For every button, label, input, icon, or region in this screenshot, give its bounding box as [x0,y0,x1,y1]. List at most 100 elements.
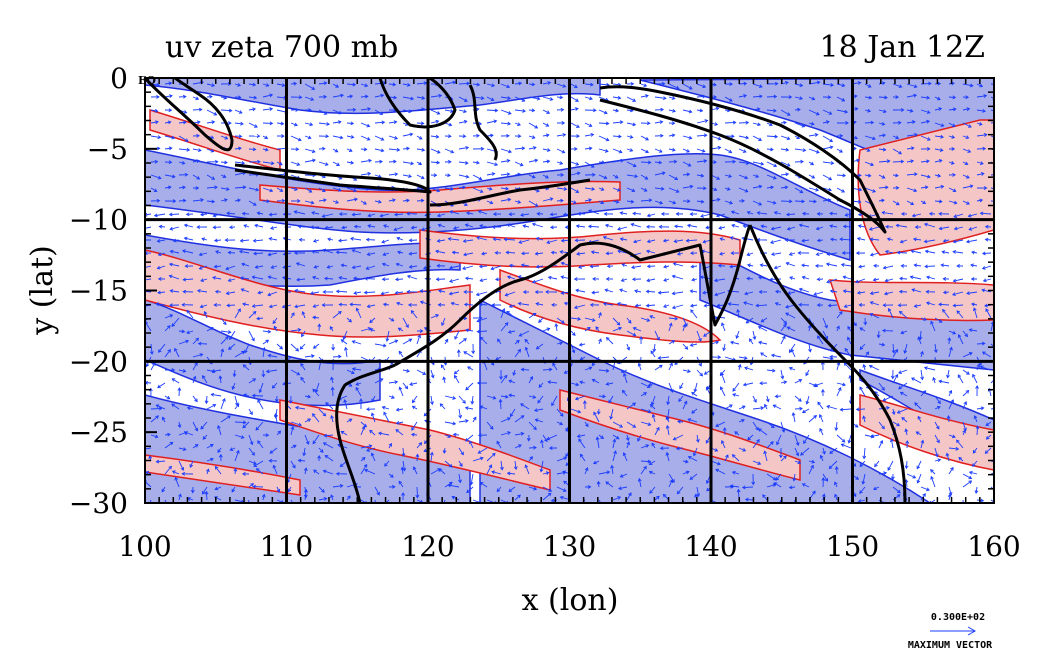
wind-vector [962,184,974,189]
wind-vector [598,200,605,204]
wind-vector [248,200,257,206]
wind-vector [962,200,970,205]
wind-vector [248,82,257,87]
wind-vector [458,134,467,139]
wind-vector [411,405,418,410]
wind-vector [612,95,622,100]
wind-vector [626,317,632,324]
wind-vector [374,199,382,204]
wind-vector [822,187,832,192]
wind-vector [808,121,815,126]
wind-vector [318,109,328,115]
wind-vector [595,326,600,332]
wind-vector [318,408,327,417]
wind-vector [962,174,970,179]
wind-vector [335,250,348,255]
wind-vector [435,249,446,254]
wind-vector [145,447,152,451]
wind-vector [213,264,222,269]
wind-vector [382,302,390,307]
wind-vector [640,465,647,475]
wind-vector [360,463,368,475]
wind-vector [905,440,910,449]
wind-vector [682,459,689,464]
wind-vector [668,316,679,321]
wind-vector [507,330,516,334]
wind-vector [238,249,250,254]
wind-vector [920,119,931,124]
wind-vector [381,262,390,267]
wind-vector [803,434,810,445]
wind-vector [752,135,763,141]
wind-vector [185,212,194,217]
wind-vector [321,303,334,307]
wind-vector [730,210,740,215]
wind-vector [696,199,705,204]
wind-vector [947,337,952,345]
wind-vector [318,134,330,139]
wind-vector [920,439,925,449]
wind-vector [156,265,166,270]
wind-vector [822,473,829,482]
wind-vector [203,310,208,319]
wind-vector [962,473,973,480]
wind-vector [934,107,943,111]
wind-vector [374,499,377,503]
wind-vector [402,96,415,101]
wind-vector [508,486,516,492]
wind-vector [256,211,264,216]
wind-vector [576,434,586,438]
wind-vector [447,237,460,241]
wind-vector [201,237,208,242]
wind-vector [774,289,782,294]
wind-vector [738,161,750,165]
wind-vector [430,134,440,139]
wind-vector [374,109,384,115]
wind-vector [808,343,812,353]
wind-vector [797,251,810,255]
wind-vector [509,408,516,418]
wind-vector [518,239,530,244]
wind-vector [930,469,936,475]
wind-vector [920,135,931,141]
wind-vector [982,278,992,283]
wind-vector [192,353,204,358]
wind-vector [556,421,564,426]
wind-vector [689,289,698,294]
wind-vector [466,211,474,216]
wind-vector [654,364,663,371]
wind-vector [242,302,250,307]
wind-vector [903,343,908,354]
wind-vector [267,252,278,257]
wind-vector [346,197,358,202]
wind-vector [696,486,701,498]
wind-vector [821,477,826,488]
wind-vector [626,81,635,86]
wind-vector [788,252,796,256]
wind-vector [369,317,376,324]
wind-vector [360,200,367,205]
wind-vector [471,343,476,355]
wind-vector [486,172,496,176]
wind-vector [676,486,684,495]
wind-vector [486,186,493,191]
wind-vector [508,212,516,217]
wind-vector [374,135,385,141]
wind-vector [164,314,174,319]
wind-vector [892,200,900,206]
wind-vector [637,477,642,488]
wind-vector [724,200,734,205]
wind-vector [584,366,593,371]
wind-vector [584,96,593,101]
wind-vector [364,276,376,281]
y-tick-label: −25 [69,416,128,449]
x-tick-label: 160 [967,530,1020,563]
wind-vector [752,406,765,410]
wind-vector [330,494,334,501]
wind-vector [290,312,295,319]
wind-vector [700,213,712,218]
wind-vector [724,187,731,191]
wind-vector [696,119,709,124]
wind-vector [522,224,530,229]
wind-vector [724,159,737,164]
